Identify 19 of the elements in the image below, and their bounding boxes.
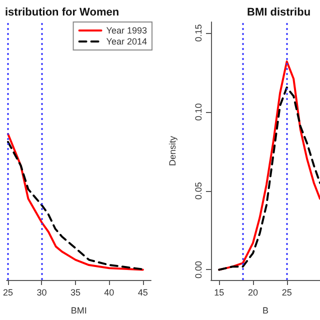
x-tick-label: 40	[104, 288, 114, 298]
x-tick-label: 15	[214, 288, 224, 298]
chart-title: istribution for Women	[5, 6, 120, 18]
x-tick-label: 25	[282, 288, 292, 298]
legend-label: Year 2014	[106, 36, 148, 46]
x-axis-title: BMI	[70, 306, 87, 316]
y-tick-label: 0.00	[194, 260, 204, 279]
x-tick-label: 45	[138, 288, 148, 298]
x-tick-label: 25	[3, 288, 14, 298]
y-tick-label: 0.15	[194, 24, 204, 42]
x-axis-title: B	[262, 306, 269, 316]
y-axis-title: Density	[168, 136, 178, 166]
legend-label: Year 1993	[106, 26, 148, 36]
chart-title: BMI distribu	[247, 6, 311, 18]
y-tick-label: 0.05	[194, 182, 204, 200]
y-tick-label: 0.10	[194, 103, 204, 121]
x-tick-label: 35	[70, 288, 80, 298]
x-tick-label: 30	[36, 288, 47, 298]
x-tick-label: 20	[248, 288, 258, 298]
